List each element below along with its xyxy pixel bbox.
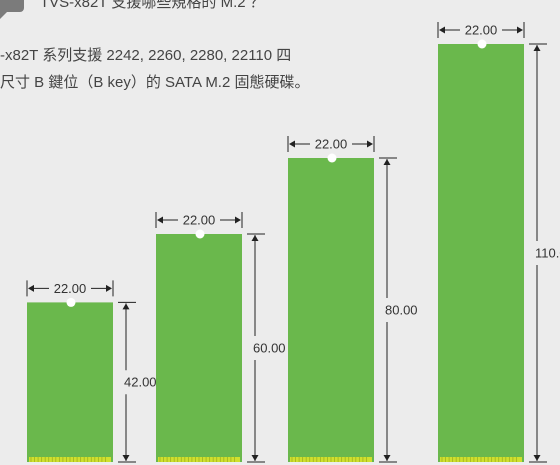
module-1-width-arrow-right — [106, 284, 112, 292]
module-2-notch — [195, 229, 205, 239]
module-3-length-label: 80.00 — [385, 303, 418, 318]
module-4-notch — [477, 39, 487, 49]
module-3-length-arrow-top — [383, 159, 391, 165]
module-1-board — [27, 302, 113, 462]
module-3-width-label: 22.00 — [315, 137, 348, 152]
module-2-width-arrow-left — [157, 216, 163, 224]
description: -x82T 系列支援 2242, 2260, 2280, 22110 四 尺寸 … — [0, 42, 380, 96]
module-4-width-arrow-left — [439, 26, 445, 34]
module-2-length-arrow-top — [251, 235, 259, 241]
module-1-width-arrow-left — [28, 284, 34, 292]
module-2-length-arrow-bottom — [251, 455, 259, 461]
question-bubble-icon — [0, 0, 24, 19]
module-1-width-label: 22.00 — [54, 281, 87, 296]
module-4-length-arrow-bottom — [533, 455, 541, 461]
module-4-width-label: 22.00 — [465, 23, 498, 38]
description-line-2: 尺寸 B 鍵位（B key）的 SATA M.2 固態硬碟。 — [0, 74, 310, 91]
module-1-length-arrow-top — [122, 303, 130, 310]
module-3-width-arrow-right — [367, 140, 373, 148]
module-4-board — [438, 44, 524, 462]
module-3-width-arrow-left — [289, 140, 295, 148]
module-2-board — [156, 234, 242, 462]
module-1-length-label: 42.00 — [124, 375, 157, 390]
module-3-length-arrow-bottom — [383, 455, 391, 461]
module-4-length-arrow-top — [533, 45, 541, 51]
module-1-notch — [66, 297, 76, 307]
module-2-length-label: 60.00 — [253, 341, 286, 356]
module-2-width-label: 22.00 — [183, 213, 216, 228]
module-3-notch — [327, 153, 337, 163]
module-3-board — [288, 158, 374, 462]
description-line-1: -x82T 系列支援 2242, 2260, 2280, 22110 四 — [0, 47, 292, 64]
module-4-width-arrow-right — [517, 26, 523, 34]
module-1-length-arrow-bottom — [122, 455, 130, 461]
question-title: TVS-x82T 支援哪些規格的 M.2 ？ — [40, 0, 265, 11]
module-4-length-label: 110.00 — [535, 246, 560, 261]
module-2-width-arrow-right — [235, 216, 241, 224]
